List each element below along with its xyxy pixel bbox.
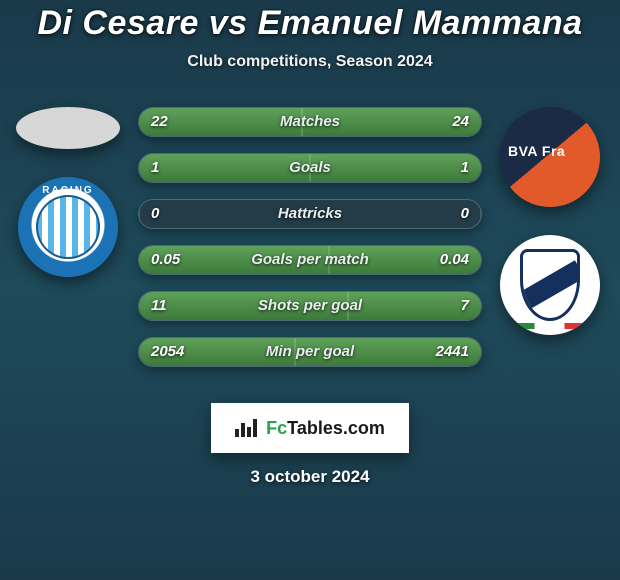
stat-row: 0.05 0.04 Goals per match: [138, 245, 482, 275]
stat-label: Goals per match: [251, 251, 369, 268]
left-column: RACING: [8, 107, 128, 277]
stat-row: 0 0 Hattricks: [138, 199, 482, 229]
stat-value-right: 0: [461, 205, 469, 222]
stat-value-left: 22: [151, 113, 168, 130]
club-left-name: RACING: [42, 185, 93, 196]
stat-bars: 2224Matches11Goals00Hattricks0.050.04Goa…: [138, 107, 482, 367]
stat-fill-right: [310, 154, 481, 182]
comparison-card: Di Cesare vs Emanuel Mammana Club compet…: [0, 0, 620, 580]
stat-row: 11 7 Shots per goal: [138, 291, 482, 321]
avatar-right-overlay-text: BVA Fra: [508, 143, 565, 159]
brand-logo-text: FcTables.com: [266, 418, 385, 439]
stats-area: RACING BVA Fra 2224Matches11Goals00Hattr…: [0, 107, 620, 377]
stat-row: 1 1 Goals: [138, 153, 482, 183]
date-text: 3 october 2024: [0, 467, 620, 487]
stat-value-left: 11: [151, 297, 167, 314]
stat-value-right: 2441: [436, 343, 469, 360]
stat-fill-right: [480, 200, 481, 228]
club-right-ribbon: [505, 323, 595, 329]
club-left-stripes: [36, 195, 100, 259]
subtitle: Club competitions, Season 2024: [0, 53, 620, 71]
stat-value-right: 0.04: [440, 251, 469, 268]
player-right-avatar: BVA Fra: [500, 107, 600, 207]
stat-row: 2054 2441 Min per goal: [138, 337, 482, 367]
stat-label: Min per goal: [266, 343, 354, 360]
stat-label: Hattricks: [278, 205, 342, 222]
stat-value-right: 24: [452, 113, 469, 130]
club-right-shield: [520, 249, 580, 321]
stat-value-right: 1: [461, 159, 469, 176]
stat-value-left: 0.05: [151, 251, 180, 268]
stat-fill-left: [139, 200, 140, 228]
stat-label: Matches: [280, 113, 340, 130]
stat-value-right: 7: [461, 297, 469, 314]
right-column: BVA Fra: [490, 107, 610, 335]
stat-value-left: 1: [151, 159, 159, 176]
page-title: Di Cesare vs Emanuel Mammana: [0, 4, 620, 43]
brand-box: FcTables.com: [211, 403, 409, 453]
stat-value-left: 0: [151, 205, 159, 222]
club-left-badge: RACING: [18, 177, 118, 277]
stat-fill-left: [139, 154, 310, 182]
stat-label: Shots per goal: [258, 297, 362, 314]
club-right-badge: [500, 235, 600, 335]
stat-row: 22 24 Matches: [138, 107, 482, 137]
stat-value-left: 2054: [151, 343, 184, 360]
brand-bars-icon: [235, 419, 257, 437]
player-left-avatar: [16, 107, 120, 149]
stat-label: Goals: [289, 159, 331, 176]
